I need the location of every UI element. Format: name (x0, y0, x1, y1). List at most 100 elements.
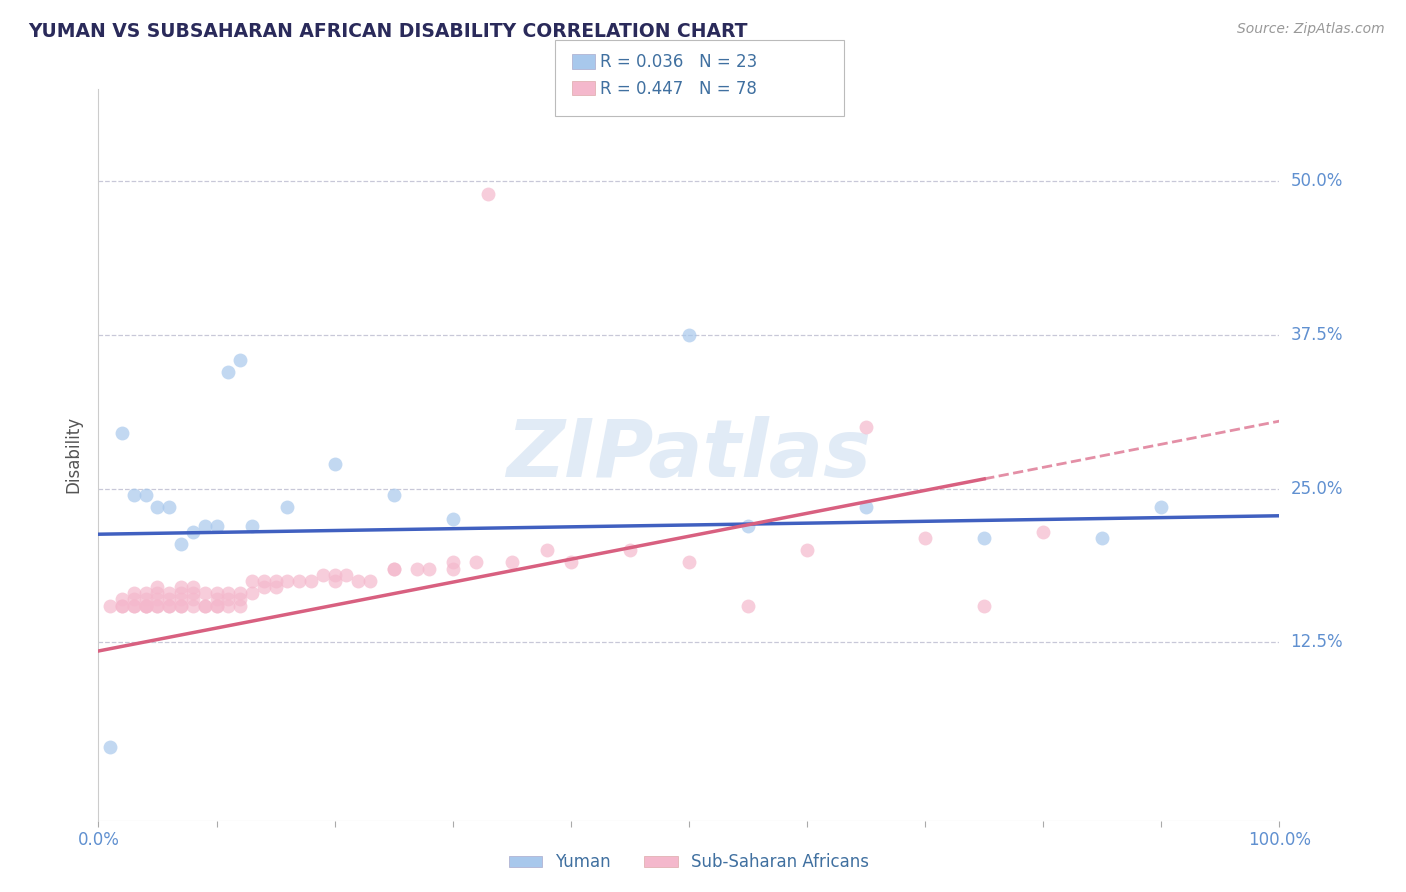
Point (170, 592, 193, 607)
Point (441, 512, 464, 526)
Point (135, 599, 157, 613)
Point (678, 328, 700, 343)
Point (146, 500, 169, 515)
Point (264, 580, 287, 594)
Y-axis label: Disability: Disability (65, 417, 83, 493)
Point (135, 592, 157, 607)
Point (253, 580, 276, 594)
Point (229, 599, 252, 613)
Point (465, 556, 488, 570)
Point (240, 574, 263, 588)
Point (181, 599, 204, 613)
Text: 50.0%: 50.0% (1291, 172, 1343, 190)
Point (973, 599, 995, 613)
Point (1150, 500, 1173, 515)
Point (217, 365, 239, 379)
Point (194, 599, 217, 613)
Point (157, 599, 180, 613)
Text: R = 0.036   N = 23: R = 0.036 N = 23 (600, 54, 758, 71)
Point (441, 561, 464, 575)
Point (111, 599, 134, 613)
Point (855, 420, 877, 434)
Point (205, 518, 228, 533)
Point (1091, 531, 1114, 545)
Point (181, 524, 204, 539)
Point (973, 531, 995, 545)
Point (146, 599, 169, 613)
Point (217, 599, 239, 613)
Point (205, 592, 228, 607)
Point (382, 488, 405, 502)
Point (240, 518, 263, 533)
Point (382, 561, 405, 575)
Point (135, 599, 157, 613)
Point (146, 580, 169, 594)
Point (146, 592, 169, 607)
Point (288, 574, 311, 588)
Text: YUMAN VS SUBSAHARAN AFRICAN DISABILITY CORRELATION CHART: YUMAN VS SUBSAHARAN AFRICAN DISABILITY C… (28, 22, 748, 41)
Point (135, 599, 157, 613)
Point (181, 586, 204, 600)
Point (347, 574, 370, 588)
Text: 12.5%: 12.5% (1291, 633, 1343, 651)
Point (323, 457, 346, 471)
Point (441, 556, 464, 570)
Point (276, 574, 298, 588)
Point (914, 531, 936, 545)
Point (98, 739, 121, 754)
Point (181, 592, 204, 607)
Point (312, 567, 335, 582)
Point (229, 352, 252, 367)
Point (194, 518, 217, 533)
Point (536, 543, 558, 558)
Point (170, 599, 193, 613)
Point (122, 599, 145, 613)
Point (122, 488, 145, 502)
Point (122, 586, 145, 600)
Point (170, 580, 193, 594)
Point (111, 426, 134, 441)
Point (1032, 524, 1054, 539)
Point (194, 599, 217, 613)
Point (194, 586, 217, 600)
Point (796, 543, 818, 558)
Point (122, 599, 145, 613)
Point (170, 586, 193, 600)
Point (229, 592, 252, 607)
Point (299, 574, 322, 588)
Text: 37.5%: 37.5% (1291, 326, 1343, 344)
Point (501, 556, 523, 570)
Text: ZIPatlas: ZIPatlas (506, 416, 872, 494)
Point (253, 574, 276, 588)
Point (135, 488, 157, 502)
Point (276, 500, 298, 515)
Text: R = 0.447   N = 78: R = 0.447 N = 78 (600, 80, 758, 98)
Point (205, 599, 228, 613)
Point (157, 586, 180, 600)
Point (217, 592, 239, 607)
Point (146, 586, 169, 600)
Point (619, 543, 641, 558)
Point (146, 599, 169, 613)
Point (205, 586, 228, 600)
Point (335, 567, 357, 582)
Point (135, 586, 157, 600)
Point (111, 592, 134, 607)
Point (229, 586, 252, 600)
Point (264, 574, 287, 588)
Point (98, 599, 121, 613)
Point (122, 592, 145, 607)
Point (240, 586, 263, 600)
Point (111, 599, 134, 613)
Point (181, 580, 204, 594)
Point (170, 599, 193, 613)
Point (170, 537, 193, 551)
Point (678, 556, 700, 570)
Point (737, 599, 759, 613)
Point (477, 186, 499, 201)
Point (560, 556, 582, 570)
Point (855, 500, 877, 515)
Point (205, 599, 228, 613)
Point (359, 574, 381, 588)
Point (382, 561, 405, 575)
